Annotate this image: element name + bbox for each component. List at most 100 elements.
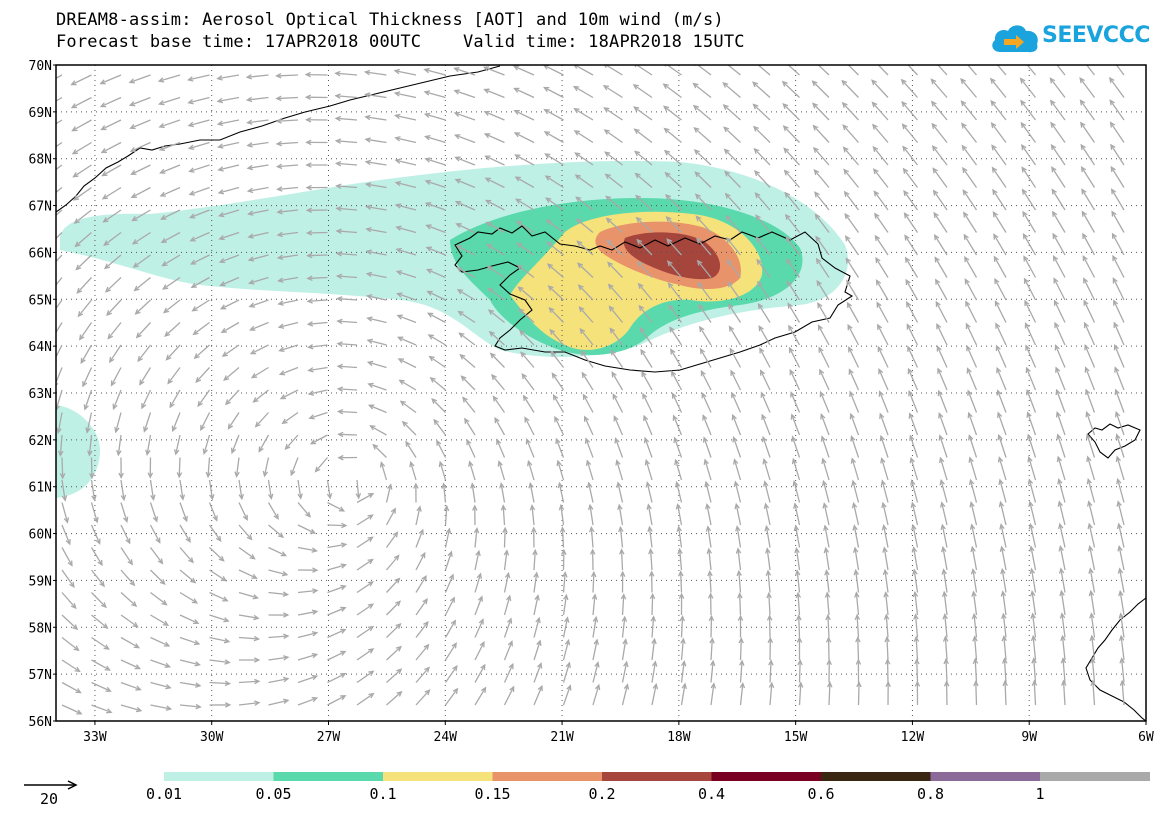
- wind-arrow-head: [700, 369, 706, 377]
- wind-arrow-shaft: [551, 373, 565, 391]
- wind-arrow-head: [708, 614, 715, 622]
- wind-arrow-head: [965, 300, 971, 307]
- wind-arrow-shaft: [263, 457, 270, 477]
- wind-arrow-head: [963, 211, 969, 218]
- wind-arrow-head: [752, 125, 759, 132]
- wind-arrow-shaft: [471, 483, 476, 503]
- wind-arrow-head: [75, 264, 82, 271]
- wind-arrow-shaft: [502, 505, 506, 526]
- wind-arrow-head: [784, 213, 791, 221]
- wind-arrow-shaft: [56, 232, 63, 240]
- wind-arrow-head: [616, 481, 622, 488]
- wind-arrow-head: [1054, 344, 1060, 351]
- wind-arrow-shaft: [90, 502, 98, 523]
- chart-title-line-1: DREAM8-assim: Aerosol Optical Thickness …: [56, 10, 724, 30]
- wind-arrow-shaft: [179, 659, 200, 666]
- wind-arrow-shaft: [327, 543, 346, 549]
- wind-arrow-head: [759, 347, 765, 354]
- wind-arrow-head: [428, 355, 435, 362]
- wind-arrow-head: [908, 412, 914, 419]
- aot-legend-bar: [164, 772, 1150, 781]
- wind-arrow-shaft: [905, 279, 919, 301]
- wind-arrow-shaft: [91, 636, 109, 650]
- wind-arrow-head: [78, 334, 85, 341]
- wind-arrow-head: [577, 284, 584, 291]
- wind-arrow-shaft: [74, 209, 92, 224]
- wind-arrow-head: [995, 322, 1001, 329]
- wind-arrow-shaft: [1027, 412, 1037, 436]
- wind-arrow-head: [43, 82, 48, 86]
- wind-arrow-shaft: [1082, 255, 1096, 278]
- wind-arrow-head: [815, 235, 821, 242]
- wind-arrow-head: [101, 171, 108, 177]
- wind-arrow-head: [365, 226, 372, 233]
- wind-arrow-head: [850, 435, 856, 442]
- wind-arrow-shaft: [1111, 211, 1125, 233]
- wind-arrow-head: [423, 90, 431, 96]
- wind-arrow-shaft: [934, 234, 948, 256]
- wind-arrow-head: [575, 218, 582, 225]
- wind-arrow-head: [334, 70, 341, 77]
- wind-arrow-shaft: [1050, 122, 1066, 143]
- wind-arrow-head: [573, 65, 579, 69]
- wind-arrow-shaft: [514, 87, 535, 99]
- wind-arrow-shaft: [503, 595, 511, 616]
- wind-arrow-head: [1056, 433, 1062, 440]
- wind-arrow-shaft: [136, 322, 151, 338]
- wind-arrow-head: [363, 69, 371, 76]
- wind-arrow-shaft: [149, 479, 155, 500]
- wind-arrow-shaft: [90, 479, 96, 501]
- longitude-label: 33W: [83, 730, 107, 745]
- wind-arrow-head: [642, 392, 648, 400]
- wind-arrow-head: [970, 568, 977, 575]
- wind-arrow-head: [555, 437, 561, 445]
- wind-arrow-head: [940, 545, 947, 553]
- wind-arrow-head: [702, 414, 708, 421]
- wind-arrow-head: [134, 308, 141, 315]
- wind-arrow-shaft: [765, 526, 771, 548]
- wind-arrow-head: [765, 547, 771, 554]
- wind-arrow-head: [563, 616, 570, 623]
- wind-arrow-shaft: [366, 183, 387, 189]
- wind-arrow-head: [621, 615, 628, 622]
- wind-arrow-shaft: [676, 482, 683, 503]
- wind-arrow-head: [1029, 545, 1035, 552]
- wind-arrow-head: [1055, 388, 1061, 396]
- wind-arrow-shaft: [520, 352, 535, 368]
- wind-arrow-shaft: [456, 201, 476, 211]
- wind-arrow-shaft: [739, 660, 743, 683]
- wind-arrow-head: [1049, 77, 1056, 84]
- wind-arrow-head: [1058, 545, 1064, 552]
- wind-arrow-head: [249, 349, 257, 355]
- wind-arrow-shaft: [278, 299, 299, 305]
- wind-arrow-head: [797, 658, 803, 666]
- wind-arrow-shaft: [91, 681, 111, 692]
- wind-arrow-head: [566, 684, 572, 691]
- wind-arrow-shaft: [680, 638, 685, 661]
- wind-arrow-head: [65, 538, 71, 546]
- wind-arrow-head: [1109, 99, 1115, 106]
- wind-arrow-shaft: [911, 480, 919, 503]
- wind-arrow-head: [722, 104, 729, 111]
- wind-arrow-head: [534, 594, 540, 601]
- wind-arrow-shaft: [651, 594, 654, 616]
- wind-arrow-shaft: [755, 192, 771, 211]
- wind-arrow-head: [1000, 590, 1007, 597]
- wind-arrow-shaft: [248, 186, 269, 192]
- wind-arrow-shaft: [278, 254, 299, 259]
- wind-arrow-head: [1113, 343, 1119, 351]
- wind-arrow-shaft: [693, 127, 712, 143]
- wind-arrow-head: [423, 112, 431, 119]
- wind-arrow-head: [70, 80, 77, 86]
- wind-arrow-shaft: [132, 231, 151, 245]
- wind-arrow-head: [854, 613, 861, 621]
- wind-arrow-shaft: [161, 209, 181, 220]
- wind-arrow-shaft: [71, 74, 92, 86]
- wind-arrow-head: [882, 546, 888, 553]
- wind-arrow-shaft: [238, 680, 259, 684]
- wind-arrow-head: [1026, 411, 1032, 418]
- wind-arrow-shaft: [208, 524, 222, 542]
- wind-arrow-shaft: [635, 195, 653, 211]
- wind-arrow-head: [157, 558, 164, 565]
- wind-arrow-shaft: [425, 180, 446, 189]
